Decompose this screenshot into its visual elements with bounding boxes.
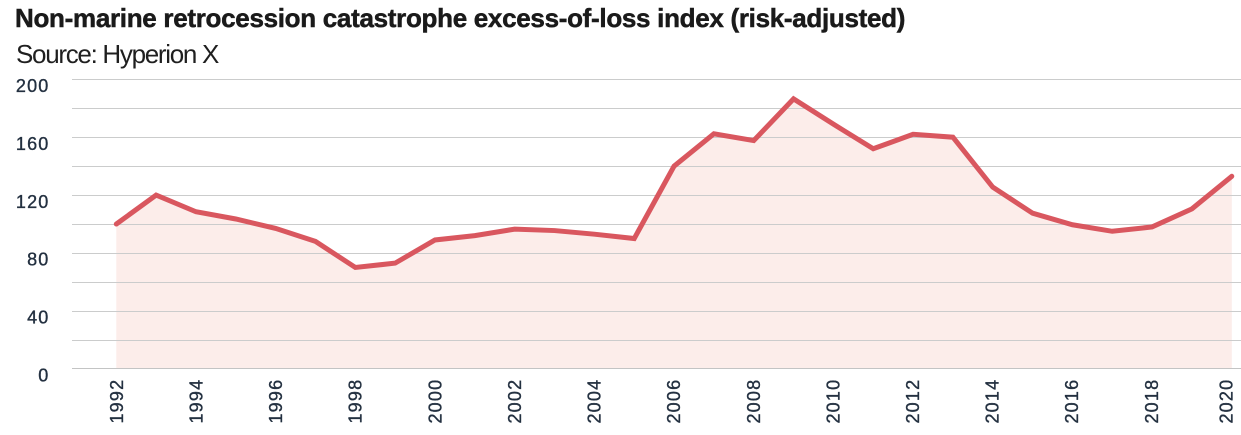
svg-text:200: 200 — [16, 76, 50, 96]
svg-text:2014: 2014 — [983, 379, 1003, 424]
svg-text:1998: 1998 — [346, 379, 366, 424]
svg-text:2012: 2012 — [903, 379, 923, 424]
svg-text:120: 120 — [16, 192, 50, 212]
svg-text:2008: 2008 — [744, 379, 764, 424]
svg-text:80: 80 — [27, 250, 49, 270]
svg-text:0: 0 — [38, 366, 49, 386]
svg-text:2018: 2018 — [1142, 379, 1162, 424]
svg-text:2016: 2016 — [1062, 379, 1082, 424]
svg-text:2006: 2006 — [664, 379, 684, 424]
svg-text:2010: 2010 — [823, 379, 843, 424]
svg-text:1996: 1996 — [266, 379, 286, 424]
svg-text:2004: 2004 — [585, 379, 605, 424]
svg-text:1992: 1992 — [107, 379, 127, 424]
svg-text:1994: 1994 — [187, 379, 207, 424]
svg-text:160: 160 — [16, 134, 50, 154]
svg-text:40: 40 — [27, 308, 49, 328]
svg-text:2020: 2020 — [1217, 379, 1237, 424]
svg-text:2000: 2000 — [425, 379, 445, 424]
svg-text:2002: 2002 — [505, 379, 525, 424]
